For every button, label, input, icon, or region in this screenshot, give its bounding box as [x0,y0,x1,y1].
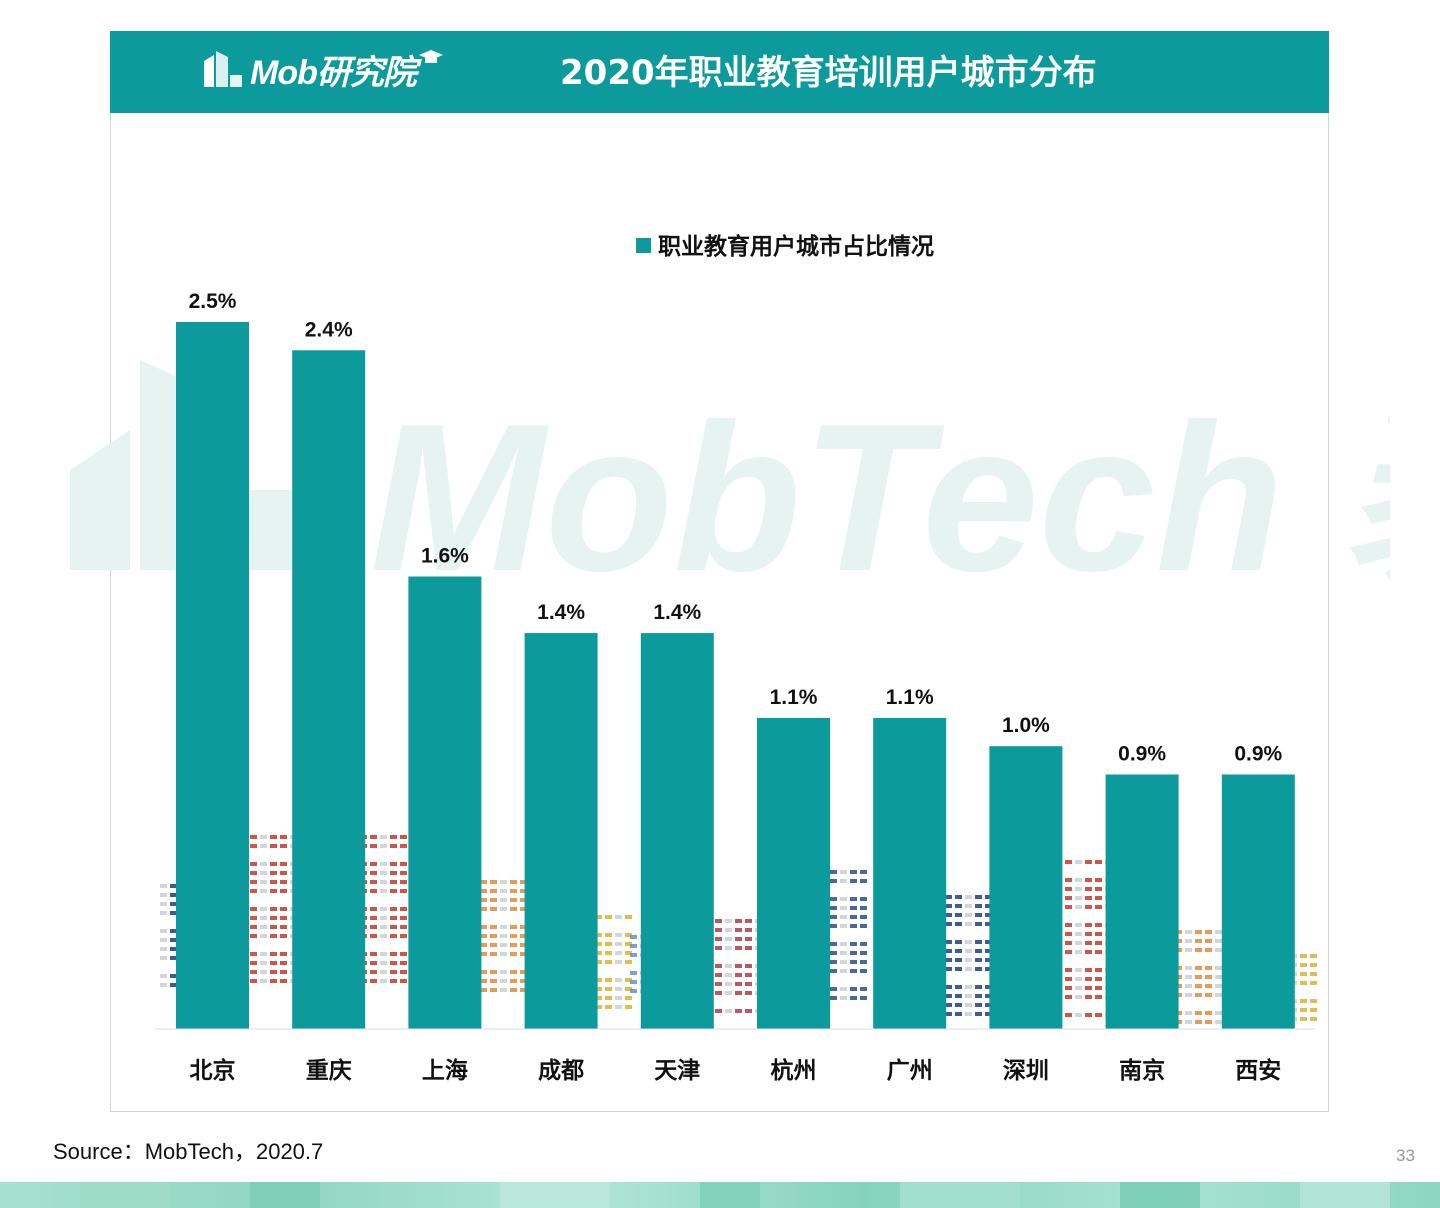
bar-北京 [176,322,249,1029]
data-label: 1.0% [1002,714,1050,737]
legend-label: 职业教育用户城市占比情况 [658,233,934,260]
header-bar [110,31,1329,113]
data-label: 1.4% [653,601,701,624]
data-label: 1.1% [886,686,934,709]
x-tick-label: 西安 [1235,1057,1281,1084]
legend: 职业教育用户城市占比情况 [636,233,934,260]
footer-band [0,1182,1440,1208]
page-title: 2020年职业教育培训用户城市分布 [560,53,1097,93]
graduation-cap-icon [418,50,443,63]
x-tick-label: 重庆 [306,1057,352,1084]
data-label: 1.4% [537,601,585,624]
bar-上海 [408,576,482,1029]
source-note: Source：MobTech，2020.7 [53,1139,324,1164]
x-tick-label: 天津 [654,1057,700,1084]
x-tick-label: 成都 [538,1058,584,1084]
legend-swatch [636,238,651,253]
bar-成都 [524,633,598,1029]
data-label: 2.4% [305,318,353,341]
x-tick-label: 南京 [1119,1057,1165,1084]
logo-text: Mob研究院 [250,53,417,92]
bar-南京 [1105,774,1179,1029]
bar-深圳 [989,746,1063,1029]
bar-西安 [1221,774,1295,1029]
x-tick-label: 广州 [887,1057,933,1084]
x-tick-label: 杭州 [771,1057,817,1084]
x-tick-label: 深圳 [1003,1058,1049,1084]
data-label: 0.9% [1234,742,1282,765]
page-number: 33 [1396,1146,1415,1165]
mob-logo: Mob研究院 [200,44,444,94]
bar-广州 [873,717,947,1029]
bar-杭州 [757,717,830,1029]
data-label: 2.5% [189,290,237,313]
bar-重庆 [292,350,366,1029]
watermark-text: MobTech 袤博 [370,380,1390,590]
data-label: 0.9% [1118,742,1166,765]
bar-天津 [640,633,714,1029]
x-tick-label: 上海 [422,1057,468,1084]
data-label: 1.1% [770,686,818,709]
building-logo-icon [204,51,242,87]
data-label: 1.6% [421,545,469,568]
x-tick-label: 北京 [190,1057,236,1084]
